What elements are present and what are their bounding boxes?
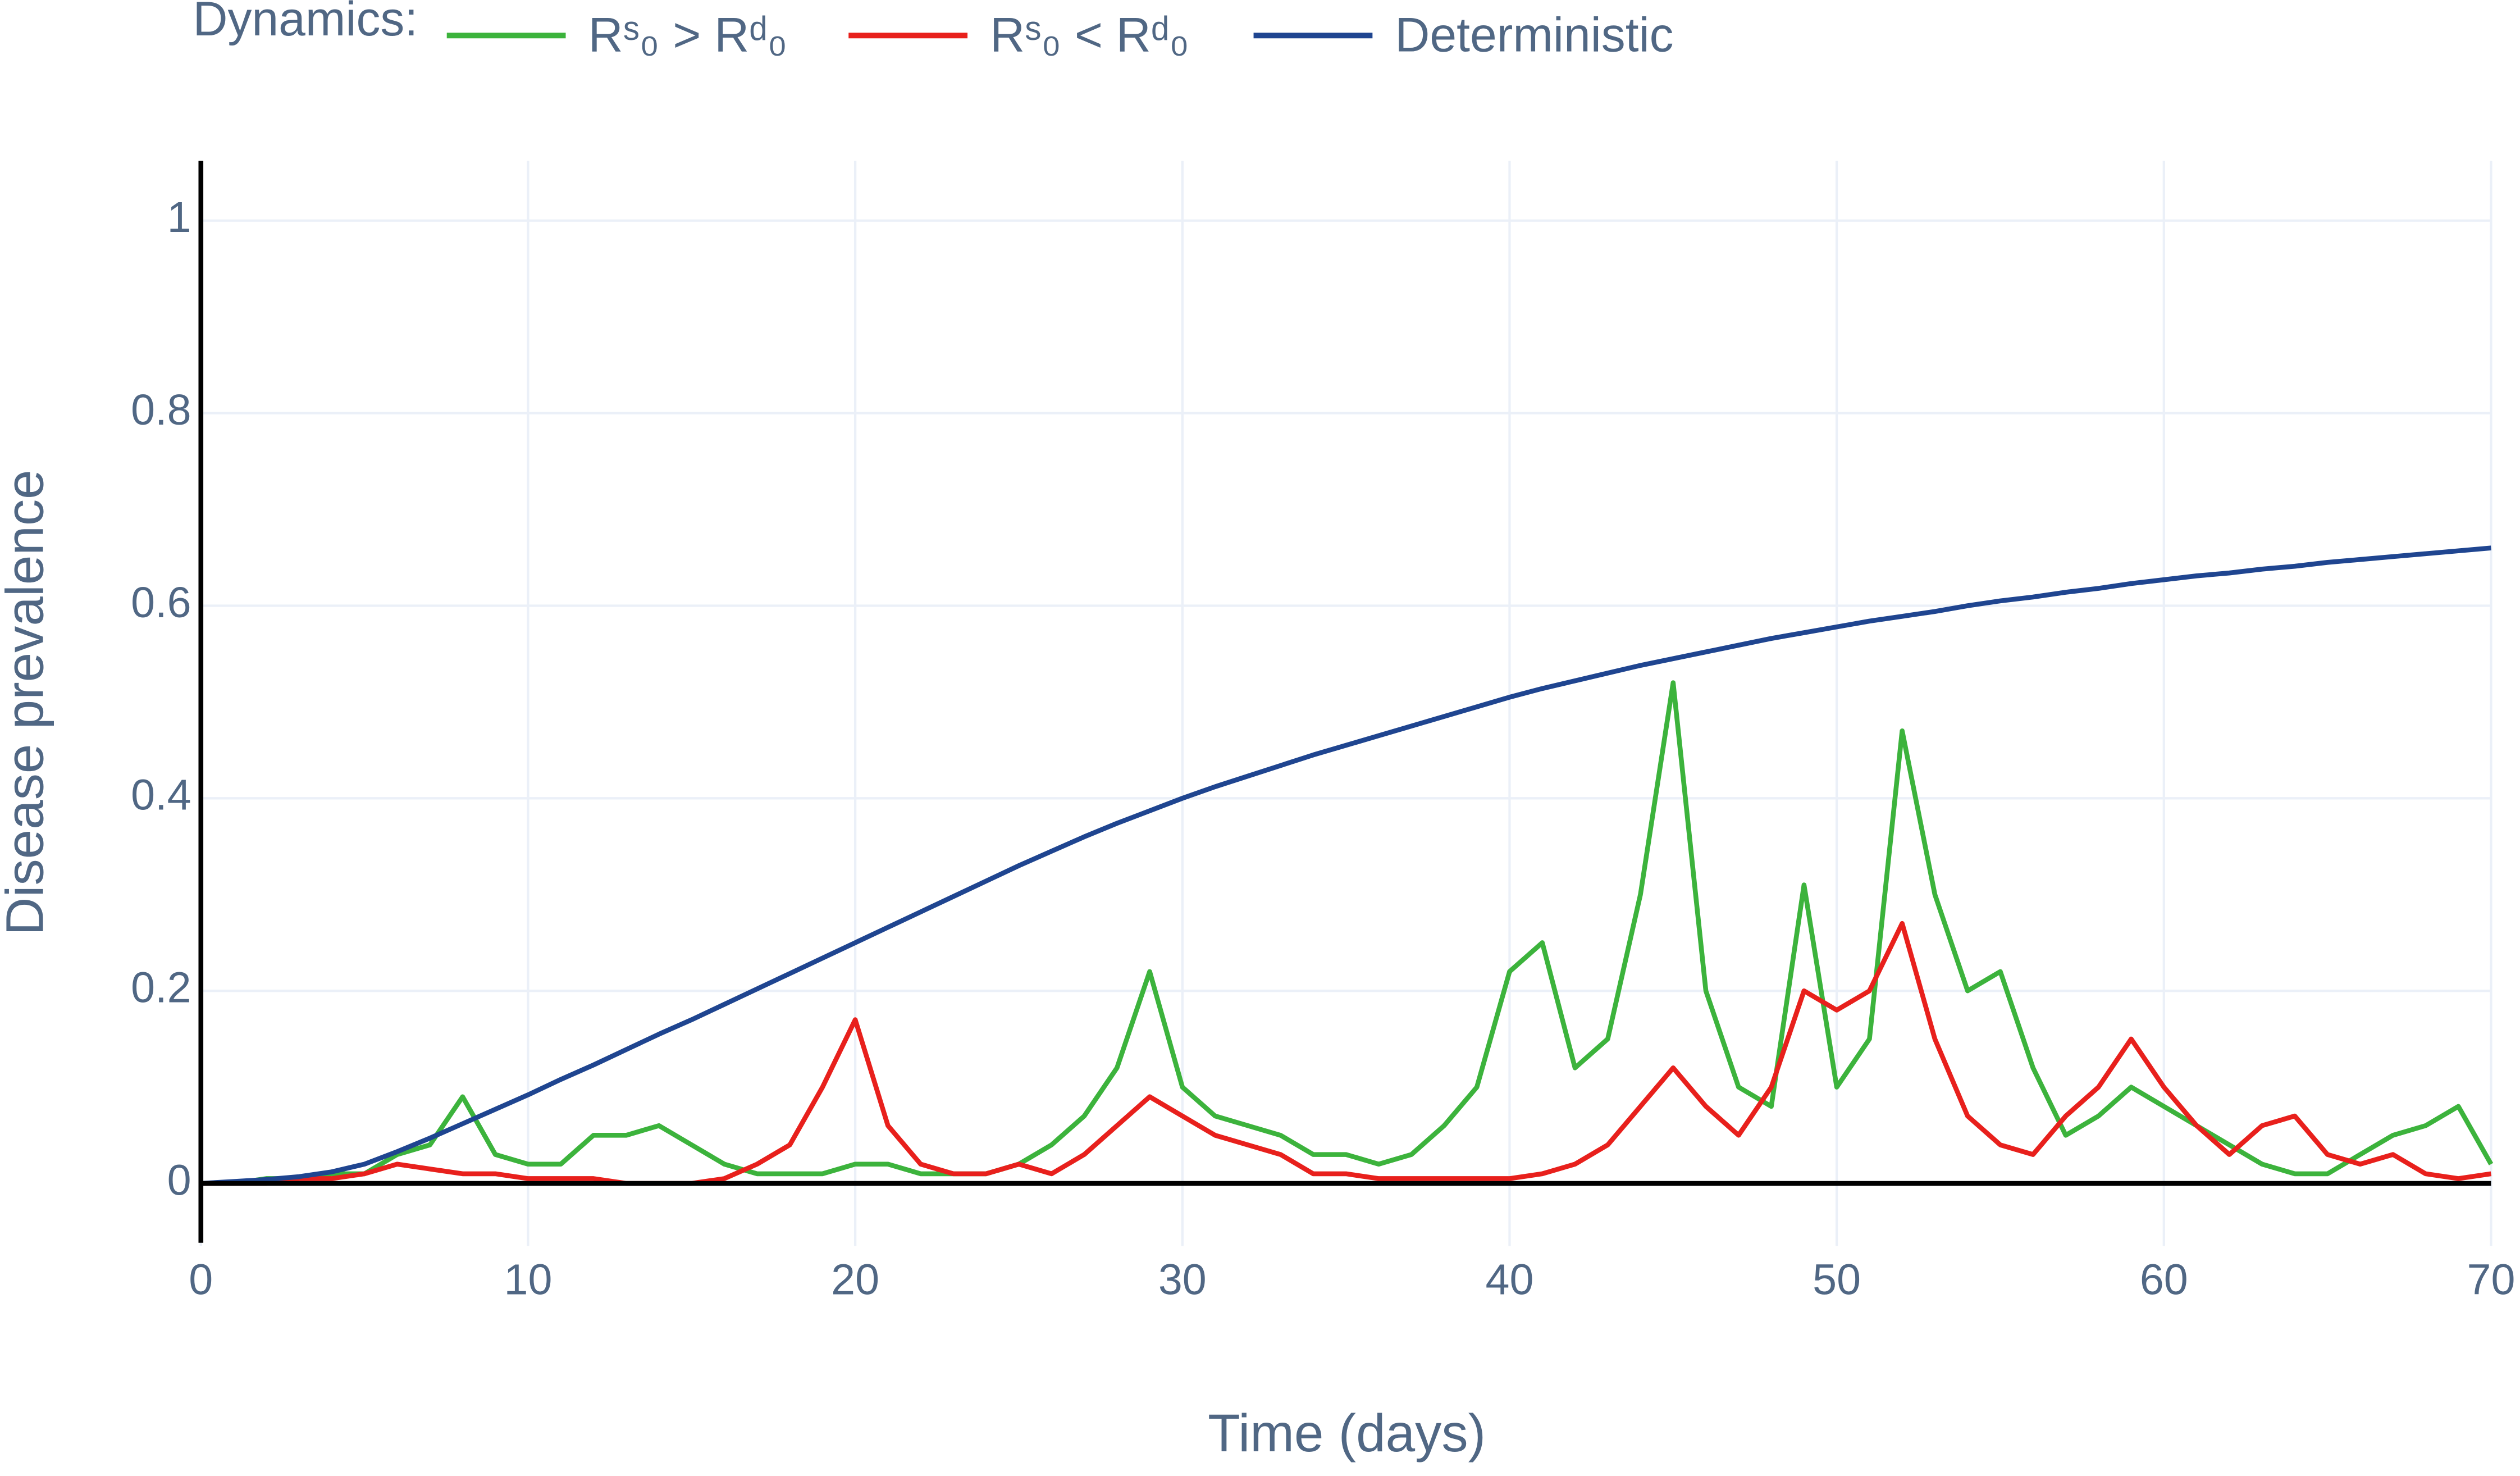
legend-label: Rˢ₀ > Rᵈ₀	[588, 8, 788, 62]
y-axis-title: Disease prevalence	[0, 470, 54, 935]
x-tick-label: 40	[1485, 1256, 1533, 1304]
x-tick-label: 60	[2140, 1256, 2188, 1304]
legend: Dynamics: Rˢ₀ > Rᵈ₀ Rˢ₀ < Rᵈ₀ Deterministi…	[193, 0, 1673, 62]
legend-label: Deterministic	[1395, 8, 1673, 62]
x-tick-label: 0	[189, 1256, 213, 1304]
x-tick-label: 20	[831, 1256, 879, 1304]
legend-title: Dynamics:	[193, 0, 418, 46]
y-tick-label: 0.6	[131, 578, 191, 627]
y-tick-label: 0.8	[131, 386, 191, 434]
x-tick-label: 30	[1158, 1256, 1207, 1304]
x-tick-label: 70	[2467, 1256, 2516, 1304]
grid	[199, 161, 2492, 1246]
y-tick-label: 0.4	[131, 771, 191, 819]
axes: 0 10 20 30 40 50 60 70 0 0.2 0.4 0.6 0.8 1	[131, 161, 2515, 1304]
series-line	[200, 545, 2491, 1186]
x-tick-label: 50	[1813, 1256, 1861, 1304]
series-line	[200, 680, 2494, 1186]
x-axis-title: Time (days)	[1208, 1404, 1486, 1463]
y-tick-label: 1	[167, 193, 191, 242]
x-tick-label: 10	[504, 1256, 552, 1304]
y-tick-label: 0	[167, 1156, 191, 1204]
legend-label: Rˢ₀ < Rᵈ₀	[990, 8, 1189, 62]
plot-area	[200, 545, 2494, 1186]
y-tick-label: 0.2	[131, 964, 191, 1012]
series-line	[200, 921, 2492, 1186]
